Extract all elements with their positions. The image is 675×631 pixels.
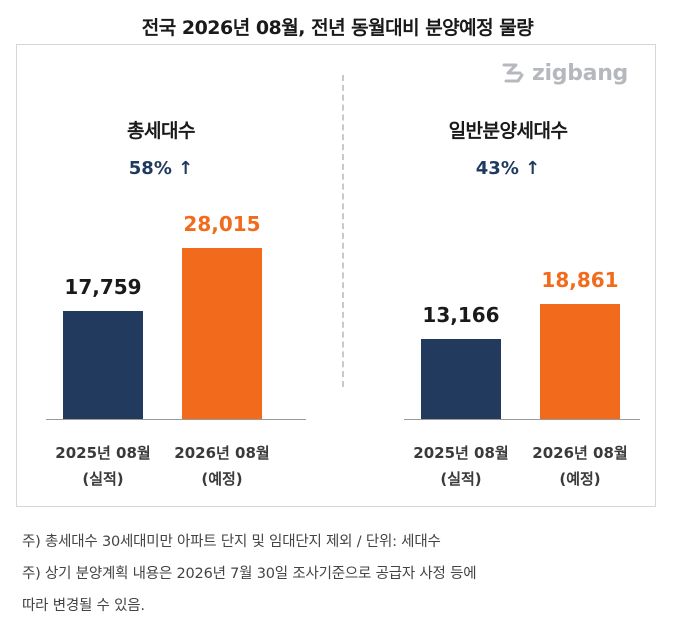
category-status: (실적) — [440, 470, 482, 488]
panel-title-general: 일반분양세대수 — [448, 120, 568, 142]
category-period: 2026년 08월 — [174, 444, 270, 462]
category-label-0-0: 2025년 08월 (실적) — [33, 440, 173, 492]
bar-1-1 — [540, 304, 620, 419]
bar-1-0 — [421, 339, 501, 419]
baseline-general — [404, 419, 640, 420]
panel-divider — [342, 75, 344, 387]
chart-frame — [16, 44, 656, 507]
category-label-1-1: 2026년 08월 (예정) — [510, 440, 650, 492]
bar-value-label-1-1: 18,861 — [541, 268, 619, 292]
category-status: (예정) — [201, 470, 243, 488]
category-period: 2025년 08월 — [55, 444, 151, 462]
bar-0-1 — [182, 248, 262, 419]
bar-value-label-0-1: 28,015 — [183, 212, 261, 236]
category-status: (예정) — [559, 470, 601, 488]
bar-0-0 — [63, 311, 143, 419]
panel-change-general: 43% ↑ — [475, 158, 541, 179]
category-period: 2026년 08월 — [532, 444, 628, 462]
logo-text: zigbang — [532, 60, 628, 86]
category-label-1-0: 2025년 08월 (실적) — [391, 440, 531, 492]
footnote-1: 주) 총세대수 30세대미만 아파트 단지 및 임대단지 제외 / 단위: 세대… — [22, 534, 441, 550]
zigbang-logo: zigbang — [500, 60, 628, 86]
category-period: 2025년 08월 — [413, 444, 509, 462]
baseline-total — [46, 419, 306, 420]
chart-title: 전국 2026년 08월, 전년 동월대비 분양예정 물량 — [141, 17, 534, 39]
category-status: (실적) — [82, 470, 124, 488]
category-label-0-1: 2026년 08월 (예정) — [152, 440, 292, 492]
bar-value-label-0-0: 17,759 — [64, 275, 142, 299]
footnote-2: 주) 상기 분양계획 내용은 2026년 7월 30일 조사기준으로 공급자 사… — [22, 566, 477, 582]
footnote-3: 따라 변경될 수 있음. — [22, 598, 145, 614]
panel-change-total: 58% ↑ — [128, 158, 194, 179]
zigbang-logo-icon — [502, 63, 524, 83]
panel-title-total: 총세대수 — [127, 120, 195, 142]
bar-value-label-1-0: 13,166 — [422, 303, 500, 327]
